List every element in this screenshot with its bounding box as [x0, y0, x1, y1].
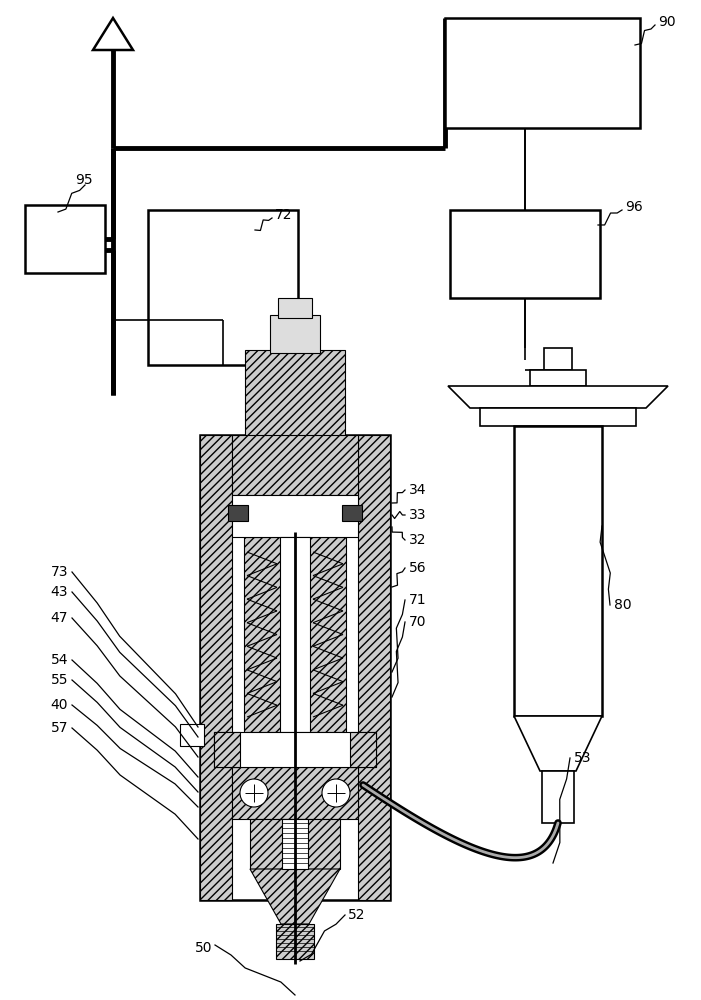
- Bar: [200, 435, 390, 900]
- Bar: [244, 537, 346, 732]
- Text: 55: 55: [50, 673, 68, 687]
- Polygon shape: [250, 869, 340, 924]
- Bar: [542, 771, 574, 823]
- Text: 40: 40: [50, 698, 68, 712]
- Text: 54: 54: [50, 653, 68, 667]
- Bar: [342, 505, 362, 521]
- Polygon shape: [448, 386, 668, 408]
- Bar: [450, 210, 600, 298]
- Text: 53: 53: [574, 751, 592, 765]
- Text: 70: 70: [409, 615, 426, 629]
- Bar: [445, 18, 640, 128]
- Bar: [232, 435, 358, 495]
- Bar: [228, 505, 248, 521]
- Text: 50: 50: [194, 941, 212, 955]
- Bar: [278, 298, 312, 318]
- Bar: [25, 205, 105, 273]
- Bar: [214, 732, 240, 767]
- Text: 34: 34: [409, 483, 426, 497]
- Text: 96: 96: [625, 200, 643, 214]
- Text: 57: 57: [50, 721, 68, 735]
- Text: 71: 71: [409, 593, 427, 607]
- Bar: [276, 924, 314, 959]
- Text: 32: 32: [409, 533, 426, 547]
- Bar: [232, 767, 358, 819]
- Bar: [530, 370, 586, 386]
- Text: 73: 73: [50, 565, 68, 579]
- Bar: [180, 724, 204, 746]
- Text: 72: 72: [275, 208, 292, 222]
- Bar: [232, 495, 358, 537]
- Circle shape: [322, 779, 350, 807]
- Circle shape: [240, 779, 268, 807]
- Text: 80: 80: [614, 598, 632, 612]
- Bar: [544, 348, 572, 370]
- Text: 95: 95: [75, 173, 93, 187]
- Text: 56: 56: [409, 561, 427, 575]
- Bar: [480, 408, 636, 426]
- Bar: [358, 435, 390, 900]
- Bar: [350, 732, 376, 767]
- Text: 52: 52: [348, 908, 365, 922]
- Text: 33: 33: [409, 508, 426, 522]
- Bar: [270, 315, 320, 353]
- Polygon shape: [93, 18, 133, 50]
- Polygon shape: [514, 716, 602, 771]
- Text: 90: 90: [658, 15, 676, 29]
- Bar: [280, 537, 310, 732]
- Bar: [214, 732, 376, 767]
- Bar: [282, 819, 308, 869]
- Bar: [514, 426, 602, 716]
- Text: 43: 43: [50, 585, 68, 599]
- Bar: [250, 819, 340, 869]
- Bar: [245, 350, 345, 440]
- Text: 47: 47: [50, 611, 68, 625]
- Bar: [148, 210, 298, 365]
- Bar: [200, 435, 232, 900]
